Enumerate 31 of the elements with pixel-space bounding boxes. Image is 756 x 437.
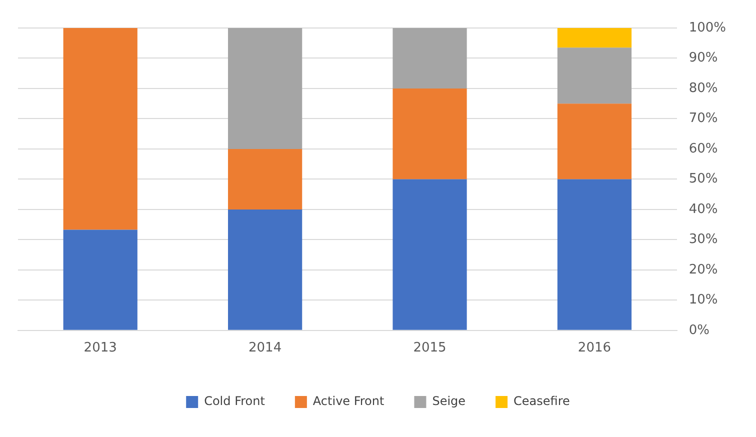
x-tick-label: 2016 [578,340,612,356]
y-tick-label: 60% [688,141,718,156]
bar [392,28,467,88]
bar [557,28,632,48]
bar [228,209,302,330]
y-tick-label: 30% [688,232,718,248]
x-tick-label: 2013 [84,340,117,356]
y-tick-label: 20% [688,262,718,278]
x-tick-label: 2015 [413,340,446,356]
bar [63,230,138,330]
bar [557,104,632,180]
bar [228,28,302,149]
y-tick-label: 70% [688,111,718,126]
bar [557,48,632,104]
bar [557,179,632,330]
y-tick-label: 0% [688,322,710,338]
bar [392,88,467,180]
bar [392,179,467,330]
legend-label: Ceasefire [514,394,570,408]
bar [63,28,138,230]
y-tick-label: 50% [688,172,718,187]
y-tick-label: 80% [688,80,718,96]
y-tick-label: 90% [688,50,718,66]
y-tick-label: 40% [688,202,718,217]
legend-label: Active Front [312,394,385,408]
x-tick-label: 2014 [248,340,282,356]
bar [228,148,302,210]
legend-label: Seige [432,394,466,408]
y-tick-label: 10% [688,292,718,308]
y-tick-label: 100% [688,20,726,36]
legend-label: Cold Front [204,394,266,408]
